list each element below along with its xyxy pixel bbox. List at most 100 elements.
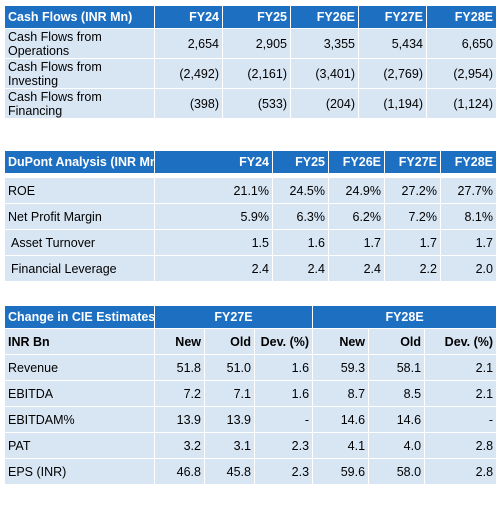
- cell-value: 27.7%: [440, 177, 497, 204]
- cell-value: 3.1: [204, 432, 255, 459]
- subheader: Dev. (%): [424, 328, 498, 355]
- table-row: EBITDAM% 13.9 13.9 - 14.6 14.6 -: [4, 406, 498, 433]
- cash-flows-header-row: Cash Flows (INR Mn) FY24 FY25 FY26E FY27…: [4, 5, 497, 29]
- cell-value: 13.9: [154, 406, 205, 433]
- row-label: Asset Turnover: [4, 229, 155, 256]
- cell-value: 2.4: [272, 255, 329, 282]
- group-header-fy27e: FY27E: [153, 305, 314, 329]
- cell-value: 8.7: [312, 380, 370, 407]
- cell-value: 6.2%: [328, 203, 385, 230]
- year-header: FY26E: [328, 150, 385, 174]
- subheader: New: [154, 328, 205, 355]
- cell-value: 1.6: [272, 229, 329, 256]
- year-header: FY26E: [290, 5, 359, 29]
- cell-value: 5.9%: [154, 203, 273, 230]
- row-label: Financial Leverage: [4, 255, 155, 282]
- table-row: Cash Flows from Investing (2,492) (2,161…: [4, 58, 497, 89]
- cell-value: 1.7: [440, 229, 497, 256]
- row-label: Net Profit Margin: [4, 203, 155, 230]
- cell-value: 7.2%: [384, 203, 441, 230]
- cell-value: (398): [154, 88, 223, 119]
- cell-value: 4.1: [312, 432, 370, 459]
- cell-value: 24.9%: [328, 177, 385, 204]
- cell-value: (533): [222, 88, 291, 119]
- cell-value: 58.1: [368, 354, 426, 381]
- estimates-table: Change in CIE Estimates FY27E FY28E INR …: [4, 305, 498, 485]
- cell-value: (2,954): [426, 58, 497, 89]
- cell-value: 2,654: [154, 28, 223, 59]
- cell-value: (3,401): [290, 58, 359, 89]
- year-header: FY25: [222, 5, 291, 29]
- unit-label: INR Bn: [4, 328, 155, 355]
- dupont-title: DuPont Analysis (INR Mn): [4, 150, 155, 174]
- cell-value: 2.4: [328, 255, 385, 282]
- table-row: Financial Leverage 2.4 2.4 2.4 2.2 2.0: [4, 255, 497, 282]
- cell-value: 1.7: [328, 229, 385, 256]
- year-header: FY25: [272, 150, 329, 174]
- dupont-header-row: DuPont Analysis (INR Mn) FY24 FY25 FY26E…: [4, 150, 497, 174]
- table-row: PAT 3.2 3.1 2.3 4.1 4.0 2.8: [4, 432, 498, 459]
- table-row: EPS (INR) 46.8 45.8 2.3 59.6 58.0 2.8: [4, 458, 498, 485]
- cell-value: 27.2%: [384, 177, 441, 204]
- row-label: Cash Flows from Operations: [4, 28, 155, 59]
- subheader: Old: [204, 328, 255, 355]
- cell-value: 14.6: [312, 406, 370, 433]
- cell-value: 6,650: [426, 28, 497, 59]
- cell-value: (1,124): [426, 88, 497, 119]
- cell-value: 13.9: [204, 406, 255, 433]
- cell-value: (204): [290, 88, 359, 119]
- cell-value: 51.8: [154, 354, 205, 381]
- estimates-title: Change in CIE Estimates: [4, 305, 155, 329]
- row-label: Cash Flows from Investing: [4, 58, 155, 89]
- year-header: FY28E: [440, 150, 497, 174]
- cash-flows-table: Cash Flows (INR Mn) FY24 FY25 FY26E FY27…: [4, 5, 497, 119]
- cell-value: (2,492): [154, 58, 223, 89]
- subheader: New: [312, 328, 370, 355]
- table-row: Cash Flows from Financing (398) (533) (2…: [4, 88, 497, 119]
- cell-value: -: [253, 406, 314, 433]
- subheader-row: INR Bn New Old Dev. (%) New Old Dev. (%): [4, 328, 498, 355]
- cell-value: (2,769): [358, 58, 427, 89]
- row-label: EPS (INR): [4, 458, 155, 485]
- cell-value: 2.8: [424, 458, 498, 485]
- cell-value: 24.5%: [272, 177, 329, 204]
- cell-value: 8.1%: [440, 203, 497, 230]
- cell-value: 5,434: [358, 28, 427, 59]
- group-header-fy28e: FY28E: [312, 305, 498, 329]
- row-label: PAT: [4, 432, 155, 459]
- cell-value: 2.0: [440, 255, 497, 282]
- year-header: FY24: [154, 5, 223, 29]
- year-header: FY28E: [426, 5, 497, 29]
- cell-value: 2,905: [222, 28, 291, 59]
- year-header: FY27E: [384, 150, 441, 174]
- cell-value: -: [424, 406, 498, 433]
- cell-value: 14.6: [368, 406, 426, 433]
- cell-value: 3,355: [290, 28, 359, 59]
- cell-value: 6.3%: [272, 203, 329, 230]
- cell-value: 2.1: [424, 354, 498, 381]
- cell-value: 2.4: [154, 255, 273, 282]
- year-header: FY27E: [358, 5, 427, 29]
- row-label: Cash Flows from Financing: [4, 88, 155, 119]
- table-row: Net Profit Margin 5.9% 6.3% 6.2% 7.2% 8.…: [4, 203, 497, 230]
- row-label: Revenue: [4, 354, 155, 381]
- cell-value: 2.2: [384, 255, 441, 282]
- subheader: Old: [368, 328, 426, 355]
- table-row: EBITDA 7.2 7.1 1.6 8.7 8.5 2.1: [4, 380, 498, 407]
- cell-value: 3.2: [154, 432, 205, 459]
- estimates-header-row: Change in CIE Estimates FY27E FY28E: [4, 305, 498, 329]
- cell-value: 2.8: [424, 432, 498, 459]
- table-row: ROE 21.1% 24.5% 24.9% 27.2% 27.7%: [4, 177, 497, 204]
- cell-value: 1.5: [154, 229, 273, 256]
- cell-value: (2,161): [222, 58, 291, 89]
- row-label: ROE: [4, 177, 155, 204]
- table-row: Cash Flows from Operations 2,654 2,905 3…: [4, 28, 497, 59]
- cell-value: 21.1%: [154, 177, 273, 204]
- cell-value: 46.8: [154, 458, 205, 485]
- cell-value: 59.6: [312, 458, 370, 485]
- cell-value: 7.1: [204, 380, 255, 407]
- cell-value: 58.0: [368, 458, 426, 485]
- cash-flows-title: Cash Flows (INR Mn): [4, 5, 155, 29]
- table-row: Revenue 51.8 51.0 1.6 59.3 58.1 2.1: [4, 354, 498, 381]
- cell-value: 1.6: [253, 380, 314, 407]
